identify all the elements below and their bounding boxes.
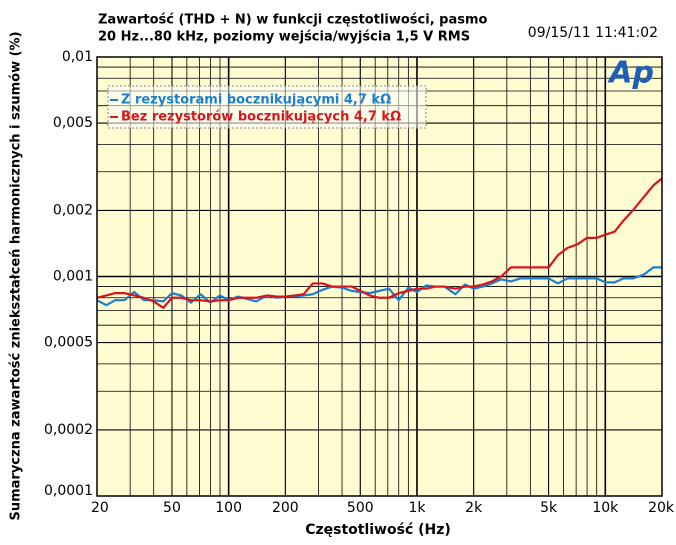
y-tick-label: 0,0005: [44, 335, 93, 351]
x-axis-label: Częstotliwość (Hz): [305, 522, 451, 538]
logo: Ap: [607, 56, 654, 91]
lines: [96, 177, 663, 309]
timestamp: 09/15/11 11:41:02: [528, 25, 658, 41]
plot-frame: [96, 56, 663, 497]
y-tick-label: 0,0001: [44, 483, 93, 499]
legend-box: [107, 85, 427, 129]
y-tick-label: 0,002: [53, 202, 93, 218]
x-tick-label: 10k: [592, 500, 619, 516]
x-tick-label: 50: [163, 500, 181, 516]
x-tick-label: 2k: [465, 500, 483, 516]
y-axis-label: Sumaryczna zawartość zniekształceń harmo…: [9, 31, 24, 520]
chart-title: Zawartość (THD + N) w funkcji częstotliw…: [98, 13, 488, 28]
series-line: [96, 177, 663, 309]
chart-title: 20 Hz...80 kHz, poziomy wejścia/wyjścia …: [98, 30, 470, 45]
x-tick-label: 100: [215, 500, 242, 516]
y-tick-label: 0,01: [62, 49, 93, 65]
legend-label: Bez rezystorów bocznikujących 4,7 kΩ: [121, 110, 401, 125]
series-line: [96, 266, 662, 307]
x-tick-label: 20k: [648, 500, 675, 516]
y-tick-label: 0,0002: [44, 422, 93, 438]
x-tick-label: 200: [272, 500, 299, 516]
legend-label: Z rezystorami bocznikującymi 4,7 kΩ: [121, 93, 391, 108]
x-tick-label: 500: [347, 500, 374, 516]
x-tick-label: 5k: [540, 500, 558, 516]
y-tick-label: 0,001: [53, 269, 93, 285]
legend: Z rezystorami bocznikującymi 4,7 kΩ Bez r…: [110, 93, 401, 125]
x-tick-label: 1k: [408, 500, 426, 516]
x-tick-label: 20: [91, 500, 109, 516]
y-tick-label: 0,005: [53, 115, 93, 131]
